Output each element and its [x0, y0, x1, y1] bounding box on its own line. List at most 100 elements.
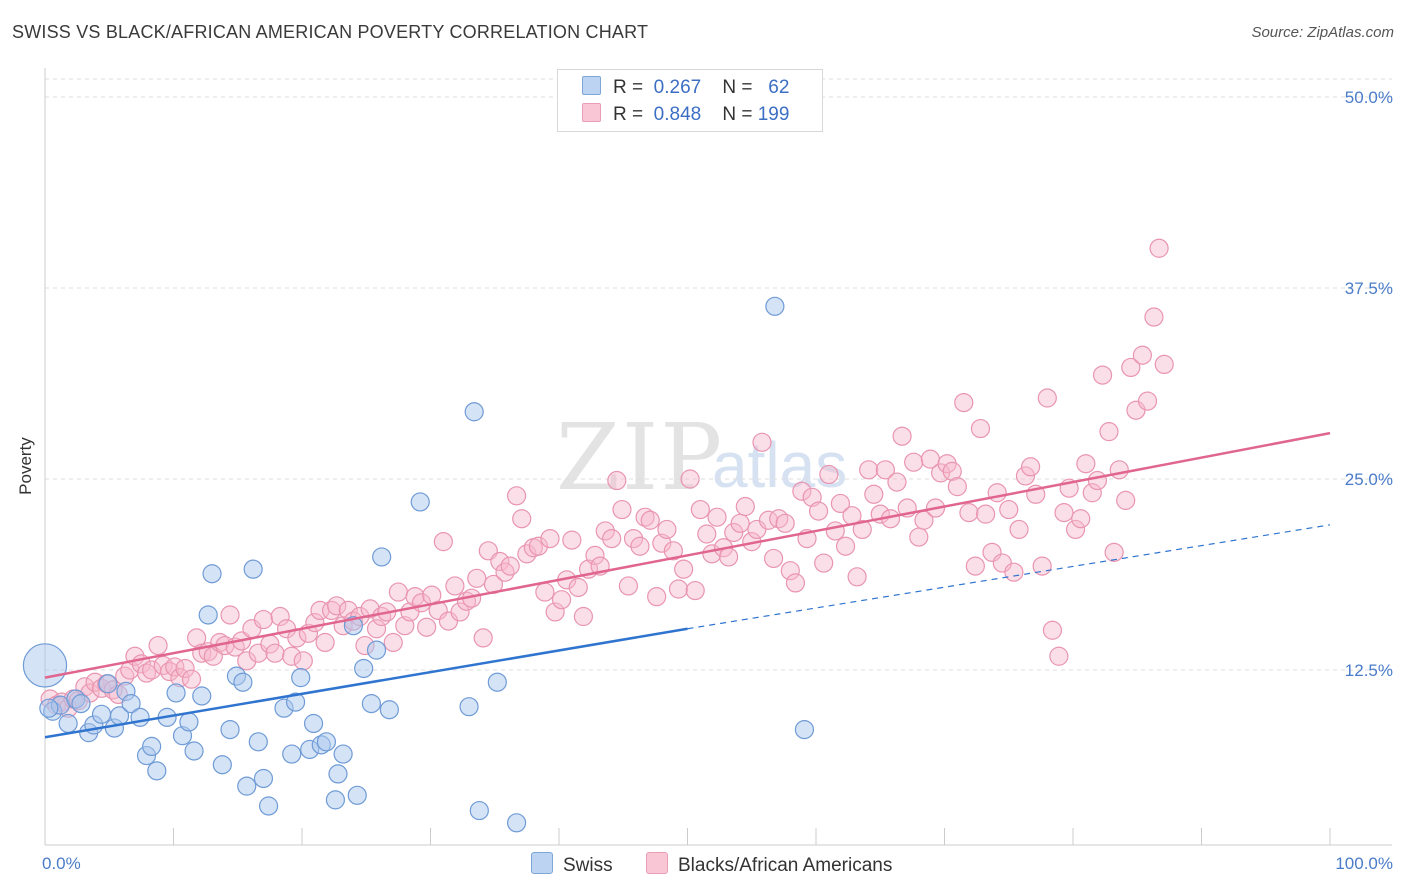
- blacks-point: [954, 393, 974, 413]
- bottom-legend-label-blacks: Blacks/African Americans: [678, 855, 893, 876]
- swiss-point: [765, 296, 785, 316]
- blacks-point: [999, 499, 1019, 520]
- swiss-point: [291, 668, 311, 688]
- blacks-point: [136, 663, 157, 683]
- blacks-point: [265, 643, 285, 663]
- blacks-point: [1082, 483, 1102, 503]
- blacks-point: [490, 551, 510, 572]
- blacks-point: [607, 470, 627, 491]
- legend-r-value: 0.267: [653, 77, 702, 98]
- blacks-point: [680, 469, 700, 489]
- blacks-point: [909, 527, 929, 547]
- swiss-point: [142, 736, 162, 757]
- blacks-point: [528, 536, 549, 556]
- swiss-point: [220, 719, 240, 740]
- blacks-point: [847, 567, 867, 587]
- swiss-point: [98, 674, 118, 694]
- swiss-point: [361, 694, 381, 714]
- swiss-point: [325, 790, 346, 810]
- blacks-point: [819, 464, 839, 485]
- blacks-point: [315, 632, 335, 653]
- blacks-point: [450, 602, 470, 622]
- tick-labels: 12.5% 25.0% 37.5% 50.0% 0.0% 100.0%: [42, 88, 1393, 873]
- swiss-point: [130, 707, 150, 727]
- blacks-point: [987, 483, 1007, 503]
- blacks-point: [775, 513, 795, 533]
- trend-lines: [44, 431, 1331, 739]
- blacks-point: [942, 461, 962, 481]
- blacks-point: [707, 507, 727, 527]
- blacks-point: [630, 536, 650, 556]
- blacks-point: [366, 619, 387, 639]
- bottom-legend-swatch-blacks: [646, 852, 668, 874]
- y-tick-label: 37.5%: [1345, 279, 1393, 298]
- blacks-point: [685, 580, 705, 601]
- swiss-point: [237, 776, 257, 796]
- blacks-point: [674, 559, 694, 579]
- blacks-point: [433, 532, 453, 552]
- blacks-point: [1104, 542, 1124, 562]
- blacks-point: [892, 426, 912, 446]
- blacks-point: [887, 472, 907, 492]
- blacks-point: [545, 602, 565, 622]
- legend-r-label: R =: [613, 104, 644, 125]
- swiss-point: [71, 694, 91, 714]
- blacks-point: [814, 553, 834, 573]
- swiss-point: [328, 764, 348, 784]
- blacks-point: [551, 590, 572, 610]
- swiss-point: [121, 694, 141, 714]
- legend-r-label: R =: [613, 77, 644, 98]
- blacks-point: [253, 609, 274, 630]
- axes: [44, 68, 1392, 846]
- blacks-point: [602, 528, 622, 549]
- swiss-point: [347, 785, 367, 805]
- blacks-point: [697, 524, 717, 544]
- swiss-point: [366, 640, 387, 660]
- swiss-point: [243, 559, 263, 579]
- blacks-point: [752, 432, 772, 452]
- bottom-legend: Swiss Blacks/African Americans: [0, 852, 1406, 878]
- y-tick-label: 50.0%: [1345, 88, 1393, 107]
- blacks-point: [618, 576, 638, 596]
- blacks-point: [175, 658, 195, 679]
- swiss-point: [464, 402, 484, 422]
- blacks-point: [825, 521, 845, 541]
- blacks-point: [1154, 354, 1174, 374]
- blacks-point: [947, 477, 967, 497]
- blacks-point: [1132, 345, 1152, 365]
- blacks-point: [540, 528, 560, 549]
- blacks-point: [647, 587, 667, 607]
- blacks-point: [148, 635, 168, 656]
- legend-row-swiss: R = 0.267 N = 62: [582, 76, 789, 100]
- blacks-point: [663, 541, 683, 561]
- blacks-point: [1092, 365, 1113, 385]
- bottom-legend-swatch-swiss: [531, 852, 553, 874]
- swiss-point: [469, 800, 489, 821]
- blacks-point: [1054, 503, 1074, 523]
- blacks-point: [595, 521, 615, 541]
- swiss-point: [147, 761, 167, 781]
- swiss-point: [333, 744, 353, 764]
- series-swiss-points: [22, 296, 815, 833]
- source-label: Source: ZipAtlas.com: [1251, 24, 1394, 41]
- series-blacks-points: [40, 238, 1174, 718]
- swiss-point: [258, 796, 279, 816]
- blacks-point: [1009, 519, 1029, 540]
- legend-n-value: 199: [757, 104, 790, 125]
- blacks-point: [585, 545, 605, 566]
- blacks-point: [270, 606, 290, 627]
- bottom-legend-blacks: Blacks/African Americans: [646, 852, 892, 877]
- blacks-point: [730, 513, 750, 533]
- legend-n-value: 62: [768, 77, 790, 98]
- legend-row-blacks: R = 0.848 N = 199: [582, 103, 789, 127]
- blacks-point: [165, 657, 185, 677]
- swiss-point: [192, 686, 212, 706]
- swiss-trend-line: [44, 627, 688, 739]
- swiss-point: [202, 564, 222, 584]
- swiss-point: [58, 713, 78, 734]
- legend-n-label: N =: [722, 77, 753, 98]
- swiss-point: [506, 813, 527, 833]
- swiss-point: [179, 712, 199, 732]
- y-tick-label: 25.0%: [1345, 470, 1393, 489]
- legend-r-value: 0.848: [653, 104, 702, 125]
